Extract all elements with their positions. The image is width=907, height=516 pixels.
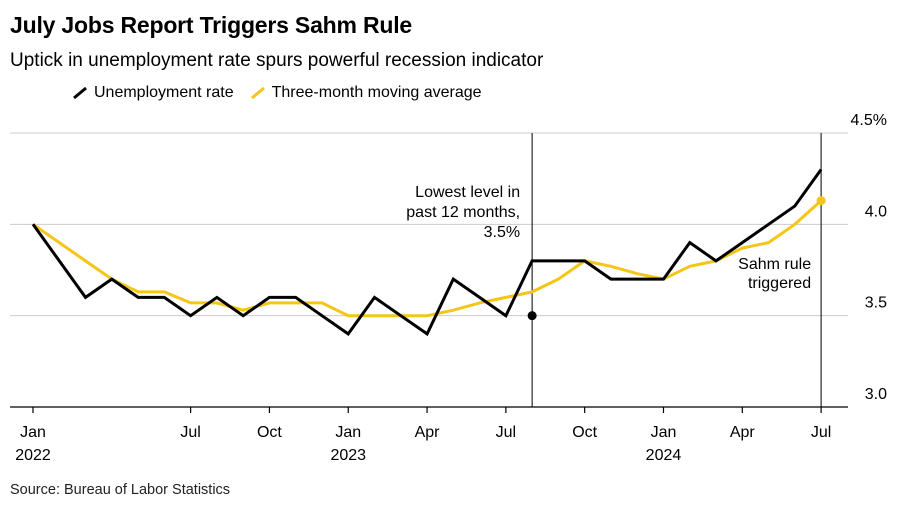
x-tick-label: Oct [257,424,282,441]
legend-swatch-moving-average [250,86,265,100]
legend-label-unemployment: Unemployment rate [94,84,234,101]
annotation-text-lowest: Lowest level in [415,184,520,201]
x-tick-label: Jul [180,424,200,441]
annotation-text-sahm: Sahm rule [738,256,811,273]
series-line-unemployment [31,168,823,337]
legend-item-moving-average: Three-month moving average [250,84,482,102]
y-tick-label: 3.0 [865,386,887,403]
x-tick-year-label: 2023 [330,447,366,464]
annotation-marker-sahm [816,196,826,206]
legend: Unemployment rate Three-month moving ave… [72,84,498,102]
x-tick-label: Jan [20,424,46,441]
y-tick-label: 4.0 [865,203,887,220]
x-tick-year-label: 2022 [15,447,51,464]
x-tick-label: Oct [572,424,597,441]
legend-item-unemployment: Unemployment rate [72,84,234,102]
x-tick-label: Apr [415,424,441,441]
x-tick-label: Jan [335,424,361,441]
legend-label-moving-average: Three-month moving average [271,84,482,101]
chart-subtitle: Uptick in unemployment rate spurs powerf… [10,50,544,71]
source-note: Source: Bureau of Labor Statistics [10,482,231,498]
x-tick-year-label: 2024 [646,447,682,464]
series-line-moving-average [32,199,823,318]
chart-title: July Jobs Report Triggers Sahm Rule [10,12,412,38]
x-tick-label: Jul [496,424,516,441]
annotation-text-sahm: triggered [748,275,811,292]
y-tick-label: 4.5% [851,112,887,129]
annotation-marker-lowest [527,311,537,321]
x-tick-label: Jan [651,424,677,441]
x-tick-label: Jul [811,424,831,441]
annotation-text-lowest: 3.5% [484,224,520,241]
legend-swatch-unemployment [73,86,87,100]
y-tick-label: 3.5 [865,295,887,312]
annotation-text-lowest: past 12 months, [406,204,520,221]
x-tick-label: Apr [730,424,756,441]
